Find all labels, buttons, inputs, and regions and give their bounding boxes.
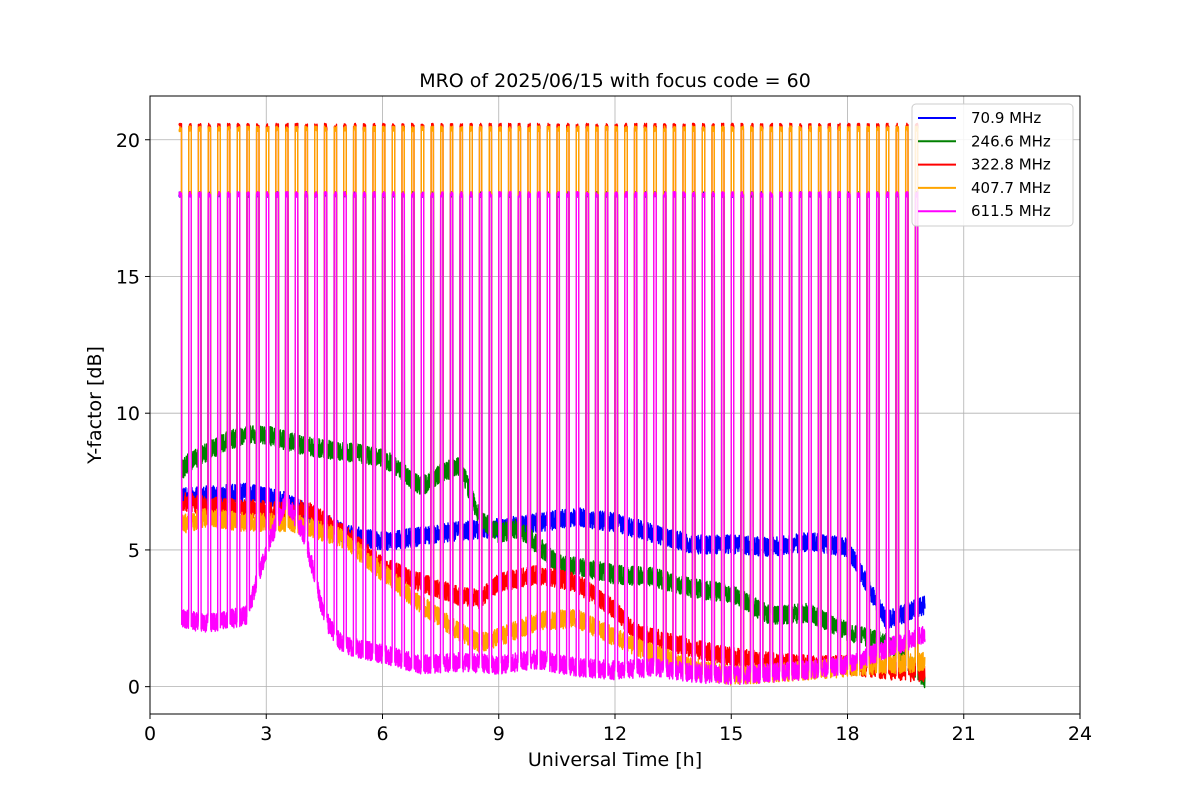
plot-area xyxy=(178,122,926,689)
legend-label: 611.5 MHz xyxy=(971,202,1051,220)
x-axis-label: Universal Time [h] xyxy=(528,749,702,771)
x-tick-label: 12 xyxy=(603,723,627,745)
x-tick-label: 21 xyxy=(952,723,976,745)
y-axis-label: Y-factor [dB] xyxy=(84,346,106,465)
x-tick-label: 6 xyxy=(376,723,388,745)
x-tick-label: 24 xyxy=(1068,723,1092,745)
legend-label: 407.7 MHz xyxy=(971,179,1051,197)
legend: 70.9 MHz 246.6 MHz 322.8 MHz 407.7 MHz 611.5… xyxy=(911,103,1074,227)
y-tick-label: 20 xyxy=(116,130,140,152)
legend-box xyxy=(911,103,1074,227)
y-tick-label: 0 xyxy=(128,677,140,699)
y-tick-label: 10 xyxy=(116,403,140,425)
legend-label: 246.6 MHz xyxy=(971,132,1051,150)
x-tick-label: 3 xyxy=(260,723,272,745)
legend-label: 70.9 MHz xyxy=(971,109,1041,127)
y-tick-label: 15 xyxy=(116,266,140,288)
chart-title: MRO of 2025/06/15 with focus code = 60 xyxy=(419,70,811,92)
y-tick-label: 5 xyxy=(128,540,140,562)
y-axis-ticks: 0 5 10 15 20 xyxy=(116,130,150,699)
legend-label: 322.8 MHz xyxy=(971,156,1051,174)
x-axis-ticks: 0 3 6 9 12 15 18 21 24 xyxy=(144,714,1092,745)
x-tick-label: 0 xyxy=(144,723,156,745)
series-line-4 xyxy=(178,190,926,685)
series-line-2 xyxy=(178,122,926,683)
x-tick-label: 9 xyxy=(493,723,505,745)
x-tick-label: 18 xyxy=(835,723,859,745)
x-tick-label: 15 xyxy=(719,723,743,745)
